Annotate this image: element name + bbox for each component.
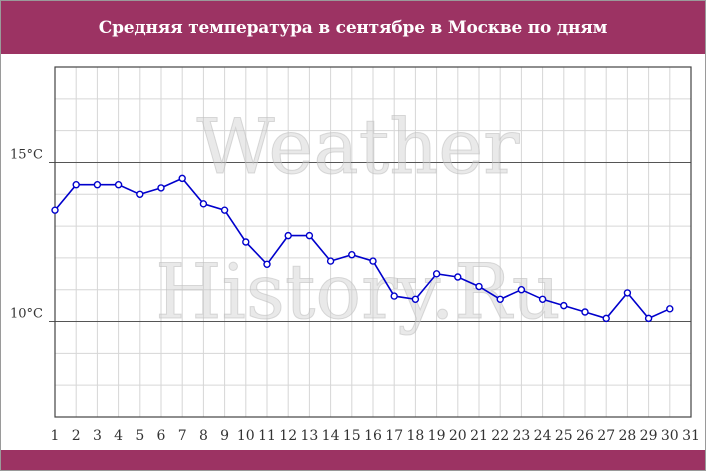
- data-point: [348, 251, 356, 259]
- data-point: [623, 289, 632, 297]
- x-tick-label: 30: [661, 428, 679, 444]
- x-tick-label: 3: [93, 428, 102, 444]
- y-tick-labels: 10°C 15°C: [10, 147, 43, 321]
- x-tick-label: 7: [178, 428, 187, 444]
- x-tick-label: 10: [237, 428, 255, 444]
- data-point: [517, 286, 526, 294]
- data-point: [51, 206, 59, 214]
- footer-band: [1, 450, 705, 470]
- data-point: [411, 295, 420, 303]
- x-tick-label: 14: [322, 428, 340, 444]
- x-tick-label: 19: [428, 428, 446, 444]
- data-point: [538, 295, 547, 303]
- data-point: [644, 314, 653, 323]
- x-tick-label: 25: [555, 428, 573, 444]
- watermark: Weather History.Ru: [155, 102, 561, 337]
- data-point: [157, 184, 165, 192]
- data-point: [72, 181, 80, 189]
- x-tick-labels: 1 2 3 4 5 6 7 8 9 10 11 12 13 14 15 16 17 18 19 20 21 22 23 24 2…: [51, 428, 700, 444]
- data-point: [475, 282, 483, 291]
- x-tick-label: 24: [534, 428, 552, 444]
- x-tick-label: 2: [72, 428, 81, 444]
- series-points: [51, 174, 674, 323]
- x-tick-label: 20: [449, 428, 467, 444]
- x-tick-label: 15: [343, 428, 361, 444]
- data-point: [199, 200, 208, 208]
- data-point: [242, 238, 250, 246]
- x-tick-label: 8: [199, 428, 208, 444]
- data-point: [178, 174, 186, 183]
- x-tick-label: 16: [364, 428, 382, 444]
- data-point: [136, 190, 144, 198]
- data-point: [369, 257, 377, 265]
- x-tick-label: 9: [220, 428, 229, 444]
- data-point: [93, 181, 102, 189]
- x-tick-label: 31: [682, 428, 700, 444]
- plot-area-border: [54, 66, 692, 418]
- x-tick-label: 23: [512, 428, 530, 444]
- watermark-line1: Weather: [197, 102, 521, 191]
- data-point: [305, 231, 314, 240]
- data-point: [560, 301, 568, 310]
- data-point: [263, 260, 271, 268]
- x-tick-label: 29: [640, 428, 658, 444]
- data-point: [284, 231, 292, 240]
- x-tick-label: 26: [576, 428, 594, 444]
- data-point: [432, 270, 441, 278]
- x-tick-label: 28: [618, 428, 636, 444]
- data-point: [581, 308, 589, 316]
- y-tick-label: 10°C: [10, 307, 43, 322]
- data-point: [114, 181, 123, 189]
- data-point: [220, 206, 229, 214]
- x-tick-label: 17: [385, 428, 403, 444]
- x-tick-label: 1: [51, 428, 60, 444]
- x-tick-label: 21: [470, 428, 488, 444]
- data-point: [666, 305, 674, 313]
- x-tick-label: 12: [279, 428, 297, 444]
- y-tick-label: 15°C: [10, 147, 43, 162]
- x-tick-label: 18: [406, 428, 424, 444]
- x-tick-label: 22: [491, 428, 509, 444]
- x-tick-label: 6: [157, 428, 166, 444]
- watermark-line2: History.Ru: [155, 247, 560, 336]
- x-tick-label: 4: [114, 428, 123, 444]
- x-tick-label: 11: [258, 428, 276, 444]
- x-tick-label: 5: [135, 428, 144, 444]
- chart-title: Средняя температура в сентябре в Москве …: [98, 17, 608, 38]
- data-point: [326, 257, 335, 265]
- data-point: [390, 292, 398, 300]
- title-band: Средняя температура в сентябре в Москве …: [1, 1, 705, 54]
- data-point: [496, 295, 504, 303]
- data-point: [454, 273, 462, 281]
- x-tick-label: 13: [300, 428, 318, 444]
- x-tick-label: 27: [597, 428, 615, 444]
- grid: [49, 66, 692, 418]
- data-point: [602, 314, 610, 323]
